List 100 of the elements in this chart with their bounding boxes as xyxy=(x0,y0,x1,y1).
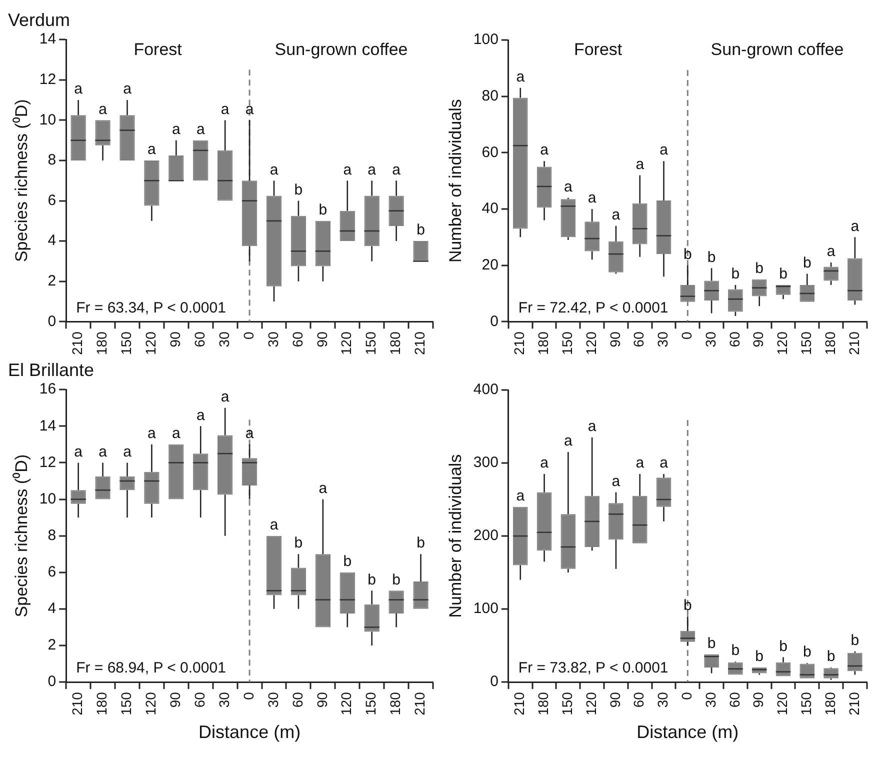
x-tick-label: 180 xyxy=(535,331,552,355)
x-tick-label: 180 xyxy=(535,692,552,716)
text: b xyxy=(343,553,352,570)
text: a xyxy=(612,472,620,490)
annotation: Fr = 68.94, P < 0.0001 xyxy=(76,660,226,677)
x-tick-label: 60 xyxy=(191,692,208,708)
x-tick-label: 210 xyxy=(412,331,428,355)
y-axis-title: Species richness (⁰D) xyxy=(12,454,31,618)
x-tick-label: 60 xyxy=(289,692,306,708)
text: a xyxy=(196,120,205,138)
x-tick-label: 120 xyxy=(774,331,790,355)
y-tick-label: 20 xyxy=(482,256,498,274)
text: b xyxy=(294,181,303,198)
text: a xyxy=(270,516,278,534)
text: a xyxy=(660,454,668,472)
x-tick-label: 120 xyxy=(582,331,599,355)
x-tick-label: 60 xyxy=(630,331,647,348)
text: b xyxy=(802,254,812,272)
text: a xyxy=(636,156,644,173)
annotation: Sun-grown coffee xyxy=(710,40,844,60)
text: a xyxy=(172,425,180,442)
x-tick-label: 150 xyxy=(798,692,814,716)
text: b xyxy=(779,266,788,283)
text: b xyxy=(707,248,716,266)
text: b xyxy=(294,534,303,552)
x-tick-label: 30 xyxy=(702,331,718,348)
text: b xyxy=(779,638,788,655)
x-tick-label: 0 xyxy=(678,331,695,340)
y-tick-label: 10 xyxy=(39,490,56,508)
text: a xyxy=(392,161,400,178)
text: a xyxy=(588,418,596,436)
y-tick-label: 80 xyxy=(482,87,498,104)
text: b xyxy=(731,642,740,660)
text: a xyxy=(516,68,525,86)
y-tick-label: 14 xyxy=(39,417,56,434)
text: a xyxy=(98,443,107,460)
x-tick-label: 180 xyxy=(387,692,404,716)
x-tick-label: 150 xyxy=(362,331,379,355)
x-tick-label: 210 xyxy=(511,331,528,355)
x-tick-label: 120 xyxy=(582,692,599,716)
x-tick-label: 120 xyxy=(142,331,159,355)
text: a xyxy=(74,80,82,98)
x-tick-label: 180 xyxy=(387,331,404,355)
x-tick-label: 180 xyxy=(822,692,838,716)
text: a xyxy=(564,432,572,450)
y-tick-label: 6 xyxy=(48,564,56,581)
y-axis-title: Number of individuals xyxy=(446,99,465,263)
y-tick-label: 16 xyxy=(39,380,56,398)
text: a xyxy=(660,142,668,159)
annotation: Fr = 72.42, P < 0.0001 xyxy=(518,299,668,316)
x-tick-label: 0 xyxy=(240,692,256,700)
x-tick-label: 180 xyxy=(94,692,110,716)
chart-title: El Brillante xyxy=(8,360,94,380)
x-tick-label: 90 xyxy=(167,331,184,348)
text: a xyxy=(850,218,860,235)
text: b xyxy=(368,571,376,588)
annotation: Sun-grown coffee xyxy=(274,40,408,59)
x-tick-label: 180 xyxy=(822,331,838,355)
text: a xyxy=(245,100,254,118)
x-tick-label: 60 xyxy=(726,692,742,708)
x-tick-label: 60 xyxy=(191,331,208,348)
x-tick-label: 150 xyxy=(559,692,576,716)
text: b xyxy=(802,644,812,661)
text: b xyxy=(318,202,328,219)
x-axis-title: Distance (m) xyxy=(198,722,301,742)
text: b xyxy=(707,634,716,652)
x-tick-label: 210 xyxy=(412,692,428,716)
x-tick-label: 210 xyxy=(69,692,86,716)
y-tick-label: 12 xyxy=(39,71,56,88)
text: b xyxy=(683,246,692,263)
y-tick-label: 2 xyxy=(48,636,56,654)
x-tick-label: 180 xyxy=(94,331,110,355)
x-tick-label: 90 xyxy=(314,692,330,708)
x-tick-label: 30 xyxy=(702,692,718,708)
x-tick-label: 30 xyxy=(654,331,671,348)
text: a xyxy=(368,161,376,178)
y-tick-label: 12 xyxy=(39,454,56,471)
text: b xyxy=(755,260,764,278)
x-tick-label: 120 xyxy=(142,692,159,716)
y-tick-label: 4 xyxy=(48,600,56,618)
x-tick-label: 120 xyxy=(774,692,790,716)
x-tick-label: 30 xyxy=(654,692,671,708)
x-tick-label: 0 xyxy=(678,692,695,700)
text: a xyxy=(172,120,180,138)
text: b xyxy=(755,648,764,666)
x-tick-label: 60 xyxy=(630,692,647,708)
text: a xyxy=(636,454,644,472)
x-tick-label: 210 xyxy=(846,692,862,716)
x-tick-label: 60 xyxy=(726,331,742,348)
text: a xyxy=(318,480,328,497)
x-tick-label: 120 xyxy=(338,331,354,355)
text: b xyxy=(826,648,836,666)
y-tick-label: 400 xyxy=(473,381,498,398)
y-tick-label: 200 xyxy=(473,527,498,544)
text: a xyxy=(220,100,230,118)
text: b xyxy=(683,596,692,614)
x-tick-label: 150 xyxy=(559,331,576,355)
x-tick-label: 90 xyxy=(750,692,766,708)
y-tick-label: 300 xyxy=(473,454,498,472)
text: b xyxy=(416,222,425,239)
